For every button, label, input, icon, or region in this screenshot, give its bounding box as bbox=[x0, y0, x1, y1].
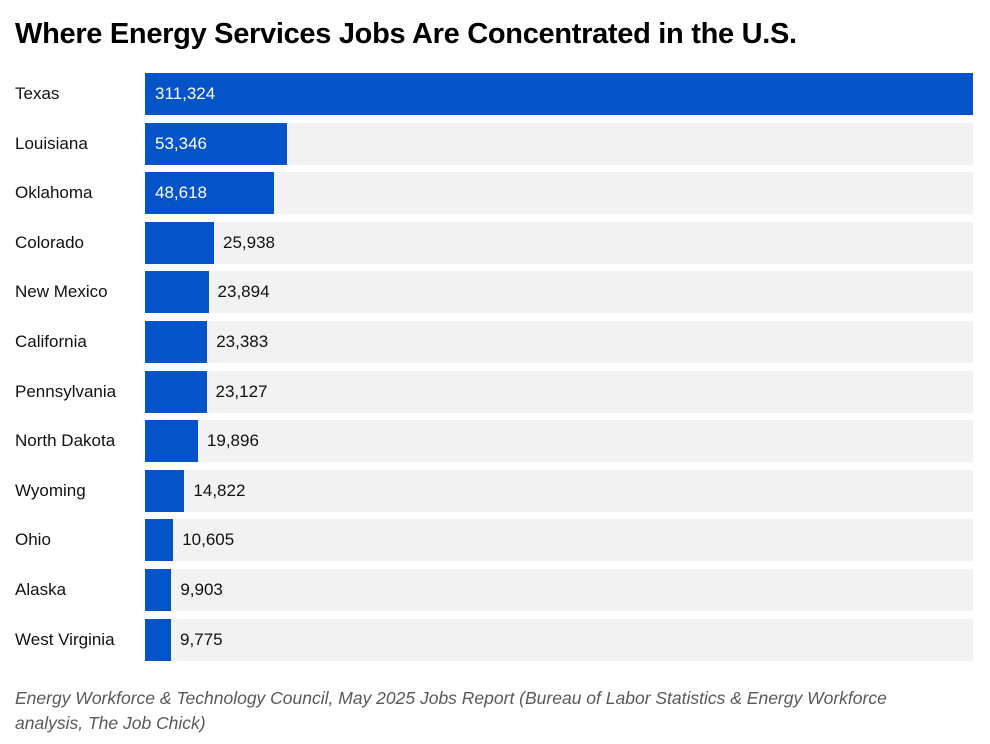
bar bbox=[145, 618, 171, 661]
bar bbox=[145, 370, 207, 413]
category-label: Ohio bbox=[15, 530, 51, 550]
value-label-outside: 10,605 bbox=[182, 530, 235, 550]
category-label: Pennsylvania bbox=[15, 381, 117, 401]
bar: 311,324 bbox=[145, 73, 973, 115]
bar-track: 53,346 bbox=[145, 122, 973, 165]
bar: 53,346 bbox=[145, 122, 287, 165]
bar bbox=[145, 568, 172, 611]
bar bbox=[145, 271, 209, 314]
bar-row: Louisiana 53,346 bbox=[0, 122, 990, 165]
bar-row: Oklahoma 48,618 bbox=[0, 172, 990, 215]
value-label-outside: 23,894 bbox=[217, 282, 270, 302]
bar-track: 23,383 bbox=[145, 320, 973, 363]
bar-row: Ohio 10,605 bbox=[0, 519, 990, 562]
value-label-outside: 23,127 bbox=[215, 381, 268, 401]
value-label-outside: 9,903 bbox=[180, 579, 223, 599]
source-note-line2: analysis, The Job Chick) bbox=[15, 712, 206, 733]
bar-row: Wyoming 14,822 bbox=[0, 469, 990, 512]
bar-row: California 23,383 bbox=[0, 320, 990, 363]
category-label: Wyoming bbox=[15, 480, 86, 500]
value-label-inside: 53,346 bbox=[155, 133, 207, 153]
bar-track: 14,822 bbox=[145, 469, 973, 512]
bar-track: 25,938 bbox=[145, 221, 973, 264]
bar-row: North Dakota 19,896 bbox=[0, 420, 990, 463]
chart-title: Where Energy Services Jobs Are Concentra… bbox=[15, 18, 797, 50]
bar bbox=[145, 469, 185, 512]
value-label-outside: 19,896 bbox=[206, 431, 259, 451]
value-label-outside: 9,775 bbox=[179, 629, 223, 649]
bar-track: 23,894 bbox=[145, 271, 973, 314]
category-label: Texas bbox=[15, 84, 60, 103]
bar-track: 19,896 bbox=[145, 420, 973, 463]
value-label-outside: 14,822 bbox=[193, 480, 246, 500]
category-label: Alaska bbox=[15, 579, 67, 599]
category-label: Oklahoma bbox=[15, 183, 93, 203]
bar-track: 48,618 bbox=[145, 172, 973, 215]
bar-row: West Virginia 9,775 bbox=[0, 618, 990, 661]
bar bbox=[145, 519, 174, 562]
bar bbox=[145, 320, 208, 363]
value-label-outside: 23,383 bbox=[216, 331, 269, 351]
value-label-outside: 25,938 bbox=[222, 232, 275, 252]
source-note: Energy Workforce & Technology Council, M… bbox=[15, 686, 945, 736]
category-label: Colorado bbox=[15, 232, 84, 252]
category-label: Louisiana bbox=[15, 133, 88, 153]
bar-row: Alaska 9,903 bbox=[0, 568, 990, 611]
category-label: New Mexico bbox=[15, 282, 108, 302]
source-note-line1: Energy Workforce & Technology Council, M… bbox=[15, 687, 887, 708]
category-label: West Virginia bbox=[15, 629, 115, 649]
bar-row: Texas 311,324 bbox=[0, 73, 990, 115]
value-label-inside: 311,324 bbox=[155, 84, 216, 103]
bar-chart: Texas 311,324 Louisiana 53,346 Oklahoma bbox=[0, 73, 990, 661]
category-label: North Dakota bbox=[15, 431, 116, 451]
bar-track: 9,903 bbox=[145, 568, 973, 611]
bar bbox=[145, 221, 214, 264]
bar-track: 23,127 bbox=[145, 370, 973, 413]
bar-row: Pennsylvania 23,127 bbox=[0, 370, 990, 413]
value-label-inside: 48,618 bbox=[155, 183, 207, 203]
bar-row: New Mexico 23,894 bbox=[0, 271, 990, 314]
bar-track: 9,775 bbox=[145, 618, 973, 661]
category-label: California bbox=[15, 331, 87, 351]
bar: 48,618 bbox=[145, 172, 275, 215]
bar-row: Colorado 25,938 bbox=[0, 221, 990, 264]
bar-track: 10,605 bbox=[145, 519, 973, 562]
bar-track: 311,324 bbox=[145, 73, 973, 115]
bar bbox=[145, 420, 198, 463]
